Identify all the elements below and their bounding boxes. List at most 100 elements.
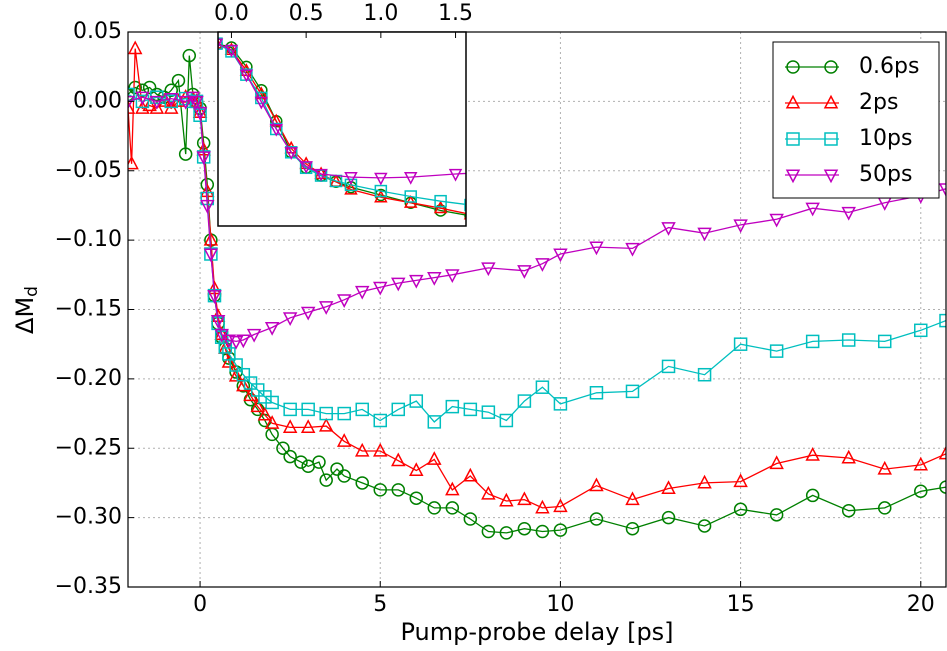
marker [939,480,946,494]
marker [214,330,229,344]
marker [149,95,165,110]
inset-x-tick-label: 0.5 [289,1,324,26]
y-tick-label: −0.20 [55,366,122,391]
marker [250,383,265,397]
marker [481,262,496,277]
marker [625,521,640,536]
marker [142,97,157,112]
x-tick-label: 15 [727,592,755,617]
series-line [218,43,466,179]
marker [391,483,406,497]
marker [318,417,334,432]
marker [374,184,388,198]
marker [805,334,820,349]
legend-marker [785,94,801,109]
legend-box [772,41,940,199]
y-tick-label: −0.25 [55,435,122,460]
legend-marker [785,169,801,184]
y-tick-label: −0.10 [55,227,122,252]
x-tick-label: 10 [546,592,574,617]
marker [264,321,280,336]
marker [373,281,388,296]
marker [427,501,442,515]
y-tick-label: −0.30 [55,505,122,530]
legend-label: 2ps [859,90,898,115]
marker [445,269,460,284]
marker [128,40,143,55]
marker [697,474,712,489]
marker [769,455,784,470]
marker [463,402,478,417]
marker [318,301,334,315]
marker [769,508,784,522]
legend-marker [786,60,800,74]
y-tick-label: −0.35 [55,574,122,599]
y-tick-label: −0.05 [55,158,122,183]
marker [499,492,514,507]
marker [553,397,568,411]
marker [236,334,251,349]
marker [373,442,388,457]
marker [128,80,142,95]
inset-x-tick-label: 1.5 [438,1,473,26]
marker [294,455,308,469]
marker [344,171,358,185]
marker [171,73,186,88]
marker [914,484,928,499]
marker [391,402,406,417]
marker [189,95,204,110]
marker [221,354,237,368]
marker [553,498,568,513]
marker [517,394,532,408]
inset-x-tick-label: 1.0 [363,1,398,26]
marker [128,95,136,110]
marker [330,462,344,476]
marker [409,462,424,476]
marker [254,96,269,110]
marker [841,333,856,347]
marker [434,194,447,208]
legend-marker [823,94,839,109]
marker [200,199,215,214]
marker [344,178,358,192]
marker [128,87,135,102]
marker [625,384,640,399]
marker [733,337,748,351]
marker [517,491,532,506]
legend-marker [823,169,839,184]
marker [182,48,197,63]
marker [135,91,150,106]
marker [312,455,326,469]
marker [445,481,460,496]
x-tick-label: 0 [193,592,207,617]
marker [499,413,514,428]
marker [913,456,929,471]
marker [196,151,211,166]
marker [128,155,139,170]
marker [841,206,856,221]
marker [192,106,208,121]
inset-frame [217,31,467,227]
marker [939,313,946,328]
marker [427,451,442,465]
marker [228,367,244,382]
marker [517,521,532,536]
marker [269,123,284,137]
marker [481,405,496,419]
marker [374,172,388,186]
marker [178,95,193,110]
marker [733,473,748,488]
marker [589,386,604,400]
legend-label: 0.6ps [859,54,919,79]
marker [841,503,856,518]
marker [243,376,258,390]
marker [661,510,676,525]
marker [246,328,262,343]
marker [553,523,568,537]
marker [214,326,229,341]
marker [938,445,946,460]
marker [354,285,370,300]
marker [464,198,466,212]
x-tick-label: 5 [373,592,387,617]
